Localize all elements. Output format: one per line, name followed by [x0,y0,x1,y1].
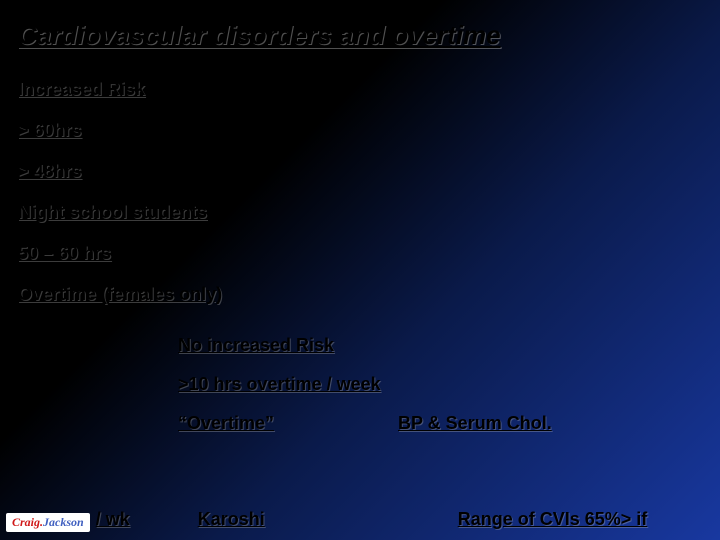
author-badge: Craig. Jackson [6,513,90,532]
text-increased-risk: Increased Risk [18,79,702,100]
text-gt10: >10 hrs overtime / week [178,374,702,395]
row-overtime-bp: “Overtime” BP & Serum Chol. [178,413,702,434]
text-50-60: 50 – 60 hrs [18,243,702,264]
text-karoshi: Karoshi [198,509,458,530]
slide-container: Cardiovascular disorders and overtime In… [0,0,720,540]
text-no-increased-risk: No increased Risk [178,335,702,356]
text-per-wk: / wk [96,509,130,530]
indent-block: No increased Risk >10 hrs overtime / wee… [178,335,702,434]
slide-title: Cardiovascular disorders and overtime [18,20,702,51]
text-overtime-females: Overtime (females only) [18,284,702,305]
badge-second: Jackson [43,515,84,530]
row-karoshi: Karoshi Range of CVIs 65%> if [198,509,648,530]
bottom-row: Craig. Jackson / wk Karoshi Range of CVI… [0,509,720,532]
text-night-students: Night school students [18,202,702,223]
text-gt48: > 48hrs [18,161,702,182]
text-overtime-quoted: “Overtime” [178,413,398,434]
text-gt60: > 60hrs [18,120,702,141]
text-bp-serum: BP & Serum Chol. [398,413,552,434]
badge-first: Craig. [12,515,43,530]
text-range-cvi: Range of CVIs 65%> if [458,509,648,530]
